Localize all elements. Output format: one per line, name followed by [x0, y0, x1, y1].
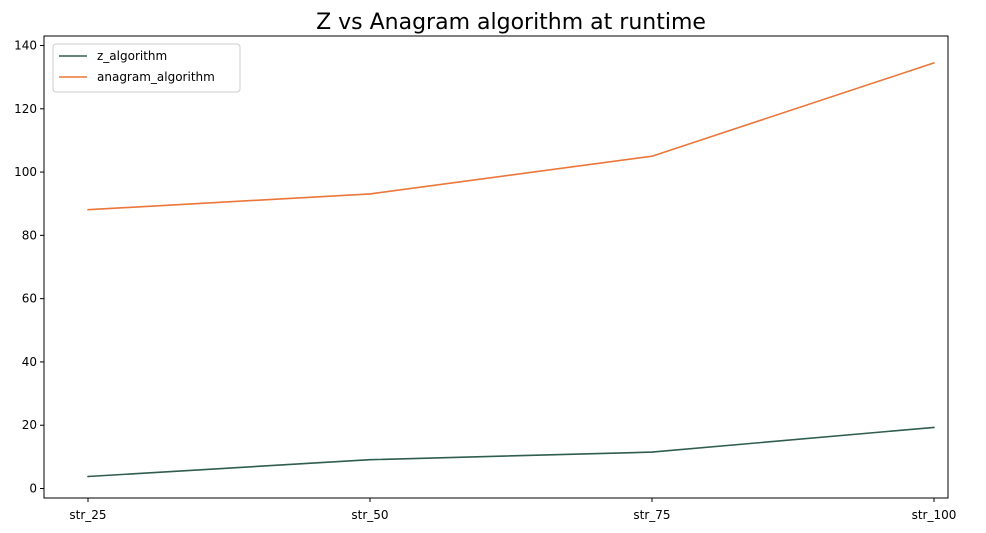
chart-title: Z vs Anagram algorithm at runtime [316, 10, 706, 35]
x-tick-label: str_100 [912, 508, 957, 522]
plot-layer [87, 62, 935, 478]
y-tick-label: 60 [22, 292, 37, 306]
data-point-anagram_algorithm [369, 193, 371, 195]
data-point-z_algorithm [651, 451, 653, 453]
data-point-z_algorithm [369, 458, 371, 461]
series-line-anagram_algorithm [87, 62, 935, 211]
axis-layer: str_25 str_50 str_75 str_100 0 20 40 60 80 100 120… [14, 38, 956, 522]
data-point-anagram_algorithm [87, 208, 89, 211]
legend-label: anagram_algorithm [97, 70, 215, 84]
series-line-z_algorithm [87, 426, 935, 478]
y-tick-label: 80 [22, 228, 37, 242]
y-tick-label: 140 [14, 38, 37, 52]
x-tick-label: str_25 [69, 508, 106, 522]
legend-label: z_algorithm [97, 49, 167, 63]
x-tick-label: str_50 [351, 508, 388, 522]
y-tick-label: 20 [22, 418, 37, 432]
plot-frame [43, 35, 949, 499]
y-tick-label: 120 [14, 102, 37, 116]
legend-box [52, 43, 241, 93]
y-tick-label: 40 [22, 355, 37, 369]
data-point-z_algorithm [933, 426, 935, 429]
data-point-anagram_algorithm [651, 155, 653, 158]
y-tick-label: 0 [29, 482, 37, 496]
legend: z_algorithm anagram_algorithm [52, 43, 241, 93]
x-tick-label: str_75 [633, 508, 670, 522]
data-point-anagram_algorithm [933, 62, 935, 64]
data-point-z_algorithm [87, 475, 89, 478]
y-tick-label: 100 [14, 165, 37, 179]
